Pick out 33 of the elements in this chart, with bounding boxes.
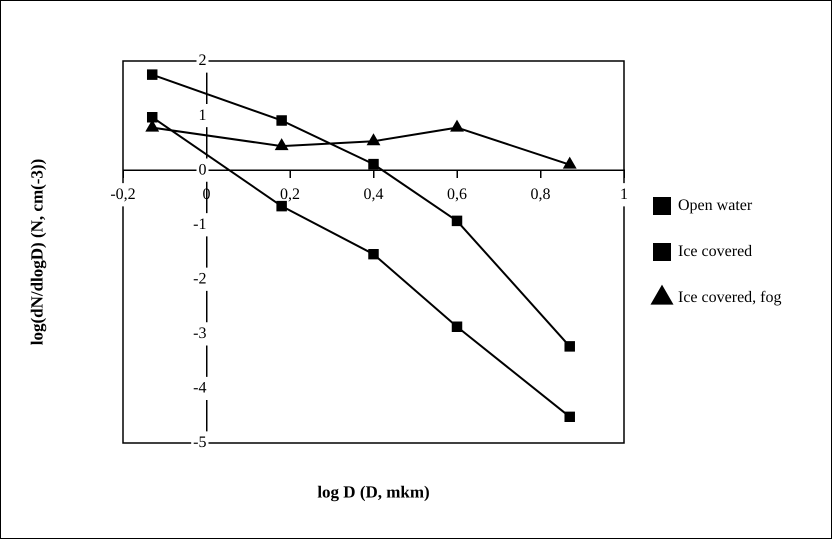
x-tick-label: 0,6 [447, 186, 467, 203]
point [146, 112, 158, 122]
y-tick-label: -2 [193, 270, 206, 288]
x-tick-label: 0,2 [280, 186, 300, 203]
y-tick-label: 1 [198, 106, 206, 124]
point [276, 115, 287, 126]
point [564, 341, 575, 352]
point [450, 120, 464, 132]
y-tick-label: -1 [193, 216, 206, 233]
x-tick-label: 0,4 [364, 186, 384, 203]
y-tick-label: 0 [198, 161, 206, 178]
point [146, 69, 158, 80]
legend-label: Open water [678, 197, 753, 214]
point [564, 412, 575, 422]
legend-label: Ice covered, fog [678, 289, 782, 306]
x-axis-title: log D (D, mkm) [317, 482, 430, 502]
y-tick-label: -4 [193, 380, 206, 397]
point [367, 134, 380, 146]
point [276, 200, 287, 212]
point [564, 158, 576, 169]
x-tick-label: 1 [620, 186, 628, 203]
legend-label: Ice covered [678, 243, 752, 260]
x-tick-label: -0,2 [110, 186, 136, 203]
point [368, 158, 379, 170]
y-tick-label: -5 [193, 434, 206, 452]
y-tick-label: -3 [193, 325, 206, 342]
point [368, 248, 379, 260]
point [452, 322, 462, 332]
y-axis-title: log(dN/dlogD) (N, cm(-3)) [27, 158, 46, 346]
point [452, 216, 462, 226]
y-tick-label: 2 [198, 52, 206, 70]
x-tick-label: 0,8 [530, 186, 550, 203]
point [275, 139, 288, 150]
